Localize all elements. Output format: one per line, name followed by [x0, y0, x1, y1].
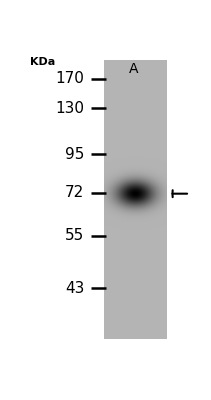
Text: 72: 72	[65, 185, 84, 200]
Bar	[104, 60, 166, 339]
Text: KDa: KDa	[30, 57, 55, 67]
Text: 95: 95	[65, 147, 84, 162]
Text: 43: 43	[65, 281, 84, 296]
Text: 170: 170	[55, 71, 84, 86]
Text: A: A	[129, 62, 138, 76]
Text: 55: 55	[65, 228, 84, 243]
Text: 130: 130	[55, 100, 84, 116]
